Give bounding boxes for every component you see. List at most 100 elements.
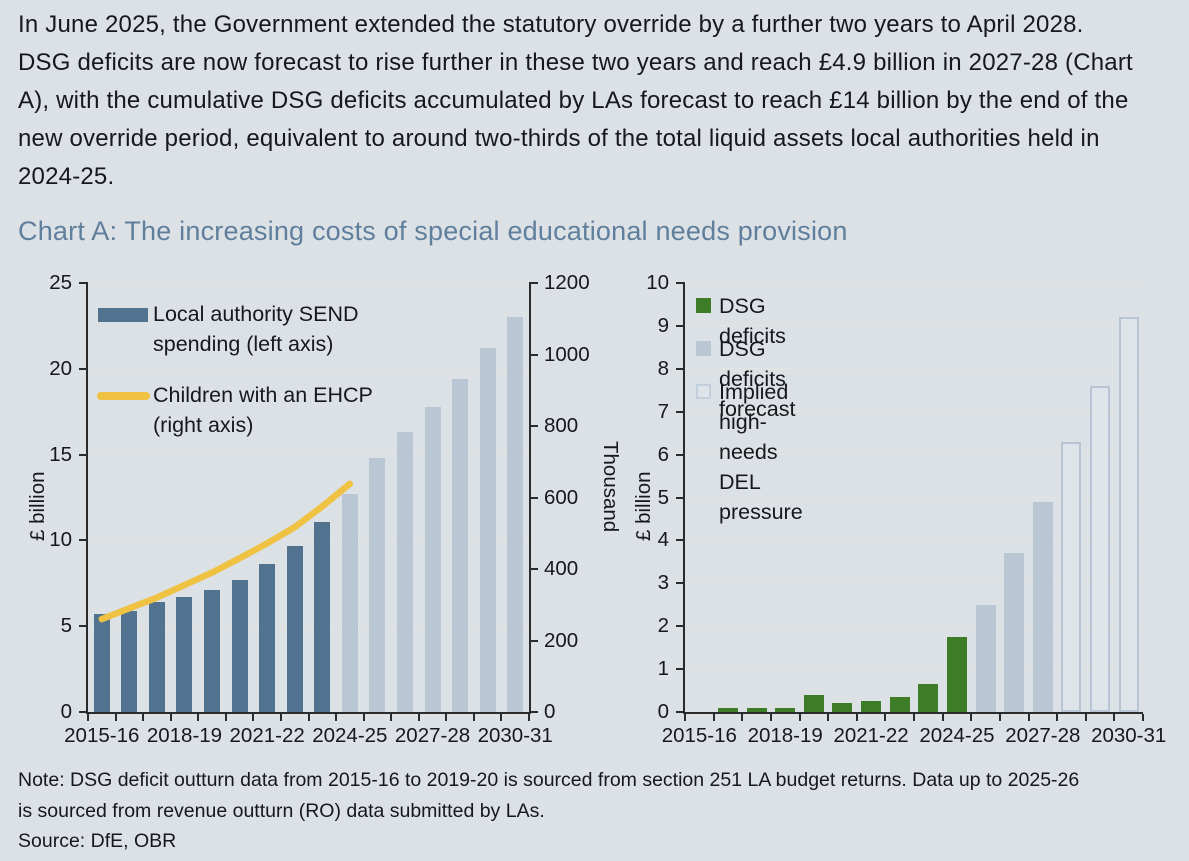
chart-title: Chart A: The increasing costs of special…: [18, 216, 848, 246]
x-tick-label: 2021-22: [833, 724, 909, 747]
y-tick: [79, 453, 88, 456]
implied-pressure-swatch: [696, 384, 711, 399]
secondary-y-tick-label: 1000: [544, 342, 590, 366]
x-tick-label: 2024-25: [919, 724, 995, 747]
gridline: [685, 668, 1143, 670]
send-spending-swatch: [98, 308, 148, 322]
x-tick: [169, 714, 172, 721]
legend-label-dsg-deficits: DSG deficits: [719, 294, 786, 348]
x-axis-line: [86, 712, 531, 714]
right-chart-left-axis-title: £ billion: [632, 471, 655, 541]
x-tick: [335, 714, 338, 721]
gridline: [88, 453, 529, 455]
gridline: [685, 410, 1143, 412]
x-tick: [798, 714, 801, 721]
x-tick-label: 2027-28: [394, 724, 471, 747]
x-tick-label: 2027-28: [1005, 724, 1081, 747]
x-tick: [769, 714, 772, 721]
bar-2023-24: [314, 521, 331, 712]
secondary-y-tick-label: 1200: [544, 271, 590, 294]
left-chart-right-axis-title: Thousand: [599, 441, 622, 533]
bar-2024-25: [341, 494, 358, 712]
gridline: [88, 625, 529, 627]
y-tick: [676, 625, 685, 628]
x-tick: [362, 714, 365, 721]
gridline: [685, 324, 1143, 326]
x-tick: [252, 714, 255, 721]
x-tick: [279, 714, 282, 721]
y-tick: [79, 367, 88, 370]
bar-2024-25: [946, 636, 967, 712]
secondary-y-tick-label: 200: [544, 628, 579, 652]
ehcp-line: [98, 480, 354, 623]
bar-2029-30: [1090, 385, 1111, 712]
bar-2016-17: [121, 610, 138, 712]
intro-paragraph: In June 2025, the Government extended th…: [18, 11, 1133, 190]
bar-2028-29: [1061, 441, 1082, 712]
gridline: [685, 496, 1143, 498]
dsg-deficits-swatch: [696, 298, 711, 313]
x-tick: [528, 714, 530, 721]
secondary-y-tick: [529, 496, 538, 499]
gridline: [685, 453, 1143, 455]
bar-2027-28: [424, 406, 441, 712]
y-tick-label: 20: [49, 356, 72, 380]
legend-label-ehcp: Children with an EHCP (right axis): [153, 383, 373, 437]
y-tick-label: 0: [657, 700, 669, 723]
y-tick: [676, 324, 685, 327]
secondary-y-tick-label: 600: [544, 485, 579, 509]
legend-label-dsg-forecast: DSG deficits forecast: [719, 337, 796, 421]
gridline: [88, 539, 529, 541]
bar-2022-23: [889, 696, 910, 712]
y-tick-label: 1: [657, 657, 669, 681]
y-tick-label: 8: [657, 356, 669, 380]
x-tick: [712, 714, 715, 721]
x-tick: [445, 714, 448, 721]
secondary-y-tick-label: 400: [544, 557, 579, 580]
y-axis-line: [86, 283, 88, 712]
bar-2026-27: [1004, 553, 1025, 712]
chart-source: Source: DfE, OBR: [18, 830, 177, 852]
gridline: [685, 282, 1143, 283]
x-tick-label: 2018-19: [747, 724, 823, 747]
legend-label-implied-pressure: Implied high-needs DEL pressure: [719, 380, 803, 524]
x-tick: [913, 714, 915, 721]
bar-2025-26: [975, 604, 996, 712]
x-axis-line: [683, 712, 1143, 714]
x-tick: [684, 714, 686, 721]
x-tick: [197, 714, 200, 721]
bar-2020-21: [832, 703, 853, 712]
gridline: [88, 367, 529, 369]
x-tick: [142, 714, 145, 721]
left-chart-left-axis-title: £ billion: [26, 471, 49, 541]
chart-note: Note: DSG deficit outturn data from 2015…: [18, 769, 1080, 822]
y-tick-label: 10: [646, 271, 669, 294]
gridline: [685, 582, 1143, 584]
legend-label-send-spending: Local authority SEND spending (left axis…: [153, 302, 359, 356]
gridline: [88, 282, 529, 283]
x-tick: [998, 714, 1001, 721]
x-tick: [224, 714, 227, 721]
x-tick: [417, 714, 420, 721]
bar-2017-18: [746, 707, 767, 712]
bar-2019-20: [204, 590, 221, 712]
y-tick: [676, 410, 685, 413]
y-tick-label: 3: [657, 571, 669, 595]
y-tick: [676, 539, 685, 542]
x-tick: [1084, 714, 1087, 721]
x-tick-label: 2018-19: [146, 724, 223, 747]
send-spending-chart: 0 5 10 15 20 25 0 200 400 600 800 1000 1200 2015-16 20…: [49, 271, 589, 747]
gridline: [685, 367, 1143, 369]
bar-2030-31: [507, 317, 524, 712]
y-tick-label: 7: [657, 399, 669, 423]
y-tick: [79, 282, 88, 284]
x-tick: [307, 714, 310, 721]
x-tick: [855, 714, 858, 721]
x-tick-label: 2015-16: [64, 724, 140, 747]
x-tick-label: 2024-25: [312, 724, 388, 747]
x-tick: [827, 714, 830, 721]
y-tick: [79, 539, 88, 542]
y-tick-label: 25: [49, 271, 72, 294]
y-tick: [676, 711, 685, 713]
